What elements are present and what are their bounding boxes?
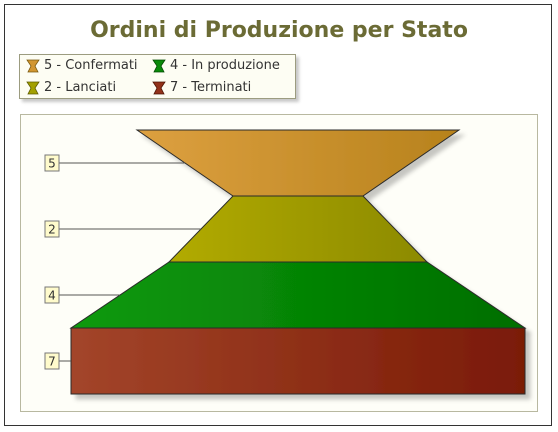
legend-label-lanciati: 2 - Lanciati — [44, 80, 117, 95]
legend-label-terminati: 7 - Terminati — [170, 80, 252, 95]
data-label-terminati: 7 — [48, 355, 56, 369]
data-label-in-produzione: 4 — [48, 289, 56, 303]
legend-label-confermati: 5 - Confermati — [44, 58, 138, 73]
legend-swatch-confermati — [26, 59, 40, 73]
label-box-lanciati — [44, 220, 60, 238]
legend: 5 - Confermati 4 - In produzione 2 - Lan… — [19, 54, 296, 99]
data-label-confermati: 5 — [48, 157, 56, 171]
label-box-terminati — [44, 352, 60, 370]
label-box-confermati — [44, 154, 60, 172]
chart-title: Ordini di Produzione per Stato — [90, 18, 468, 43]
slice-terminati — [70, 327, 526, 395]
slice-in-produzione — [69, 261, 527, 329]
legend-swatch-lanciati — [26, 81, 40, 95]
label-box-in-produzione — [44, 286, 60, 304]
slice-lanciati — [167, 195, 429, 263]
legend-swatch-in-produzione — [152, 59, 166, 73]
data-label-lanciati: 2 — [48, 223, 56, 237]
slice-confermati — [135, 129, 461, 197]
legend-label-in-produzione: 4 - In produzione — [170, 58, 280, 73]
legend-swatch-terminati — [152, 81, 166, 95]
